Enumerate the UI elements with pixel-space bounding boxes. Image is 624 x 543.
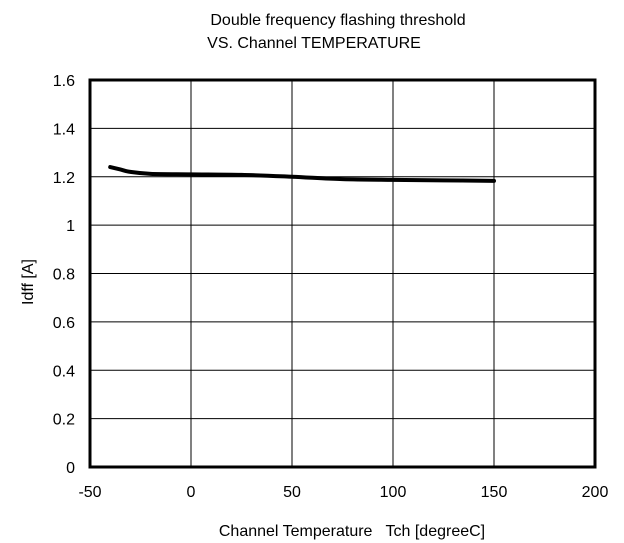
- x-tick-label: 100: [380, 484, 407, 501]
- x-tick-label: 200: [582, 484, 609, 501]
- series-line: [108, 165, 496, 183]
- x-tick-label: -50: [78, 484, 101, 501]
- data-series: [108, 165, 496, 183]
- x-tick-label: 0: [187, 484, 196, 501]
- x-tick-label: 150: [481, 484, 508, 501]
- x-tick-label: 50: [283, 484, 301, 501]
- y-tick-label: 1.4: [53, 121, 75, 138]
- x-axis-label: Channel Temperature Tch [degreeC]: [219, 523, 485, 540]
- chart-title-line-2: VS. Channel TEMPERATURE: [207, 35, 421, 52]
- y-axis-label: Idff [A]: [20, 259, 37, 305]
- y-tick-label: 0.4: [53, 363, 75, 380]
- y-tick-label: 0.8: [53, 267, 75, 284]
- x-tick-labels: -50 0 50 100 150 200: [78, 484, 608, 501]
- y-tick-label: 1.6: [53, 73, 75, 90]
- y-tick-label: 0: [66, 460, 75, 477]
- chart-title-line-1: Double frequency flashing threshold: [210, 12, 465, 29]
- y-tick-labels: 0 0.2 0.4 0.6 0.8 1 1.2 1.4 1.6: [53, 73, 75, 477]
- y-tick-label: 0.6: [53, 315, 75, 332]
- plot-area-frame: [88, 78, 597, 469]
- y-tick-label: 0.2: [53, 412, 75, 429]
- y-tick-label: 1: [66, 218, 75, 235]
- y-tick-label: 1.2: [53, 170, 75, 187]
